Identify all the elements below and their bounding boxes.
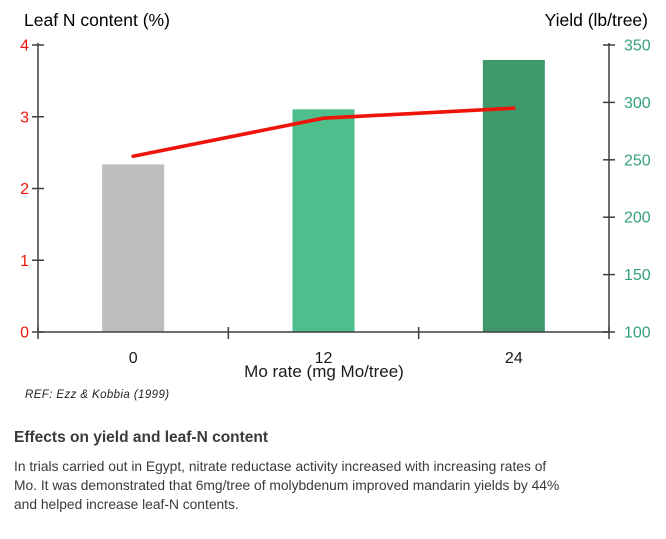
leaf-n-line [131,106,516,159]
bar-0 [102,164,165,332]
x-axis-title: Mo rate (mg Mo/tree) [244,362,404,381]
bar-12 [292,109,355,333]
right-axis-tick-label: 150 [624,267,651,284]
right-axis-tick-label: 200 [624,210,651,227]
left-axis-title: Leaf N content (%) [24,10,170,30]
right-axis-tick-label: 100 [624,325,651,342]
right-axis-title: Yield (lb/tree) [544,10,648,30]
caption-block: Effects on yield and leaf-N content In t… [14,429,659,514]
left-axis-tick-label: 0 [20,325,29,342]
caption-heading: Effects on yield and leaf-N content [14,429,269,446]
left-axis-tick-label: 4 [20,38,29,55]
reference-note: REF: Ezz & Kobbia (1999) [25,389,170,401]
category-label-0: 0 [129,350,138,367]
right-axis-tick-label: 300 [624,95,651,112]
left-axis-tick-label: 1 [20,253,29,270]
right-axis-tick-label: 250 [624,152,651,169]
category-label-24: 24 [505,350,523,367]
left-axis-tick-label: 2 [20,181,29,198]
category-label-12: 12 [315,350,333,367]
chart-panel: 0 1 2 3 4 100 150 200 250 300 350 0 12 24 Leaf N cont… [20,10,651,401]
caption-body: In trials carried out in Egypt, nitrate … [14,459,560,512]
bar-24 [482,59,545,332]
right-axis-tick-label: 350 [624,38,651,55]
left-axis-tick-label: 3 [20,109,29,126]
